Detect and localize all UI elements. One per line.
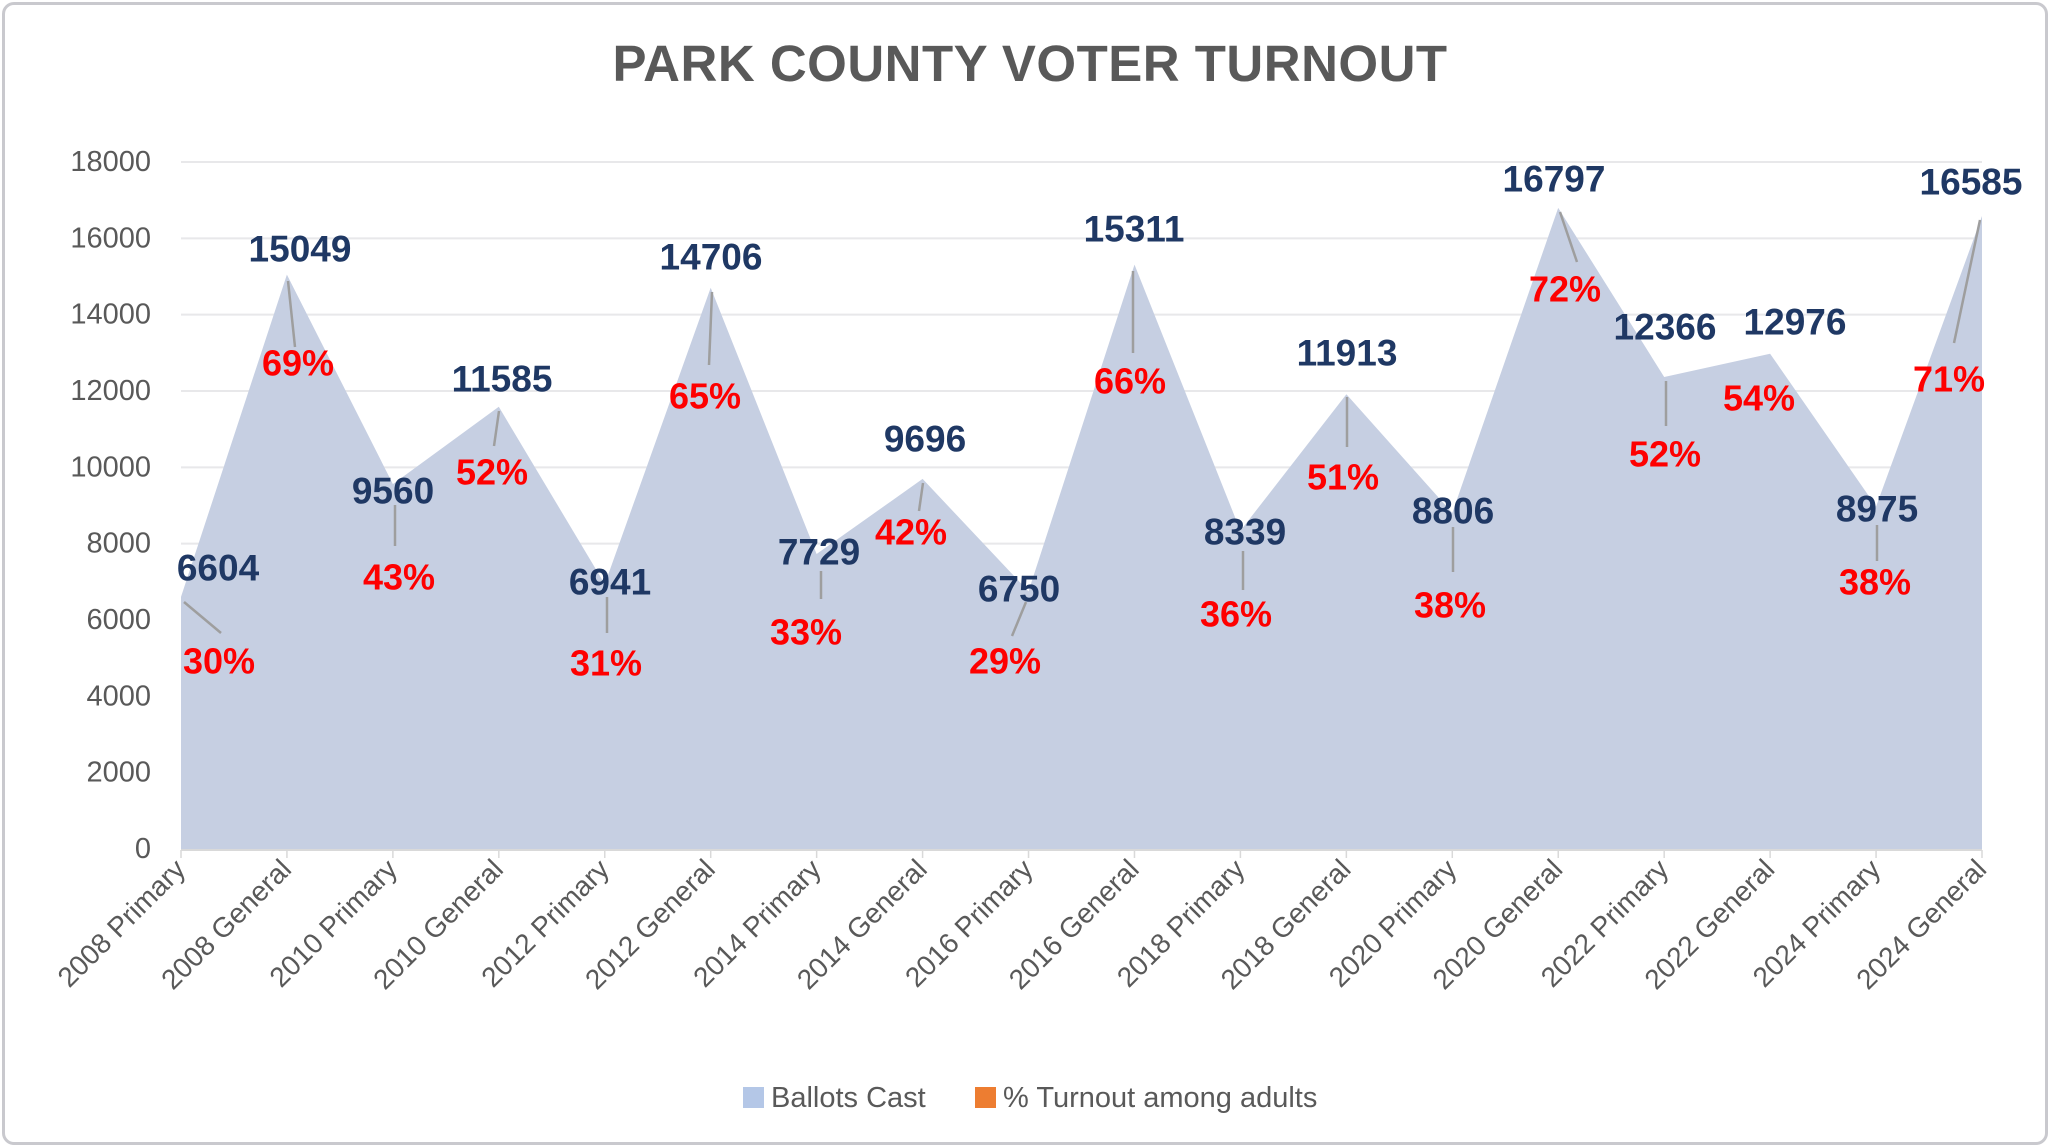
leader-line-2012-general <box>707 291 714 366</box>
voter-turnout-area-chart: 0 2000 4000 6000 8000 10000 12000 14000 16000 180… <box>52 35 2023 1114</box>
value-label-2008-primary: 6604 <box>177 548 260 589</box>
leader-line-2008-primary <box>183 601 222 634</box>
value-label-2024-primary: 8975 <box>1836 489 1918 530</box>
y-tick-label-0: 0 <box>135 833 151 865</box>
value-label-2022-primary: 12366 <box>1614 307 1717 348</box>
y-tick-label-14000: 14000 <box>70 299 151 331</box>
percent-label-2012-general: 65% <box>669 376 741 417</box>
y-tick-label-10000: 10000 <box>70 451 151 483</box>
value-label-2016-general: 15311 <box>1084 209 1185 250</box>
percent-label-2016-primary: 29% <box>969 641 1041 682</box>
y-tick-label-18000: 18000 <box>70 146 151 178</box>
value-label-2010-primary: 9560 <box>352 471 434 512</box>
leader-line-2010-general <box>492 410 501 447</box>
category-axis <box>180 849 1983 858</box>
percent-label-2024-primary: 38% <box>1839 562 1911 603</box>
value-label-2012-primary: 6941 <box>569 562 651 603</box>
percent-label-2014-primary: 33% <box>770 612 842 653</box>
leader-line-2020-general <box>1558 211 1579 263</box>
percent-label-2018-general: 51% <box>1307 457 1379 498</box>
percent-label-2016-general: 66% <box>1094 361 1166 402</box>
value-label-2014-primary: 7729 <box>778 532 860 573</box>
percent-label-2022-general: 54% <box>1723 378 1795 419</box>
ballots-cast-area-shape <box>181 207 1982 849</box>
percent-label-2010-primary: 43% <box>363 557 435 598</box>
percent-label-2008-primary: 30% <box>183 641 255 682</box>
value-label-2010-general: 11585 <box>452 359 553 400</box>
value-label-2024-general: 16585 <box>1920 162 2023 203</box>
value-label-2018-primary: 8339 <box>1204 512 1286 553</box>
y-tick-label-6000: 6000 <box>86 604 151 636</box>
ballots-cast-data-labels: 6604 15049 9560 11585 6941 14706 7729 9696 6750 1… <box>177 159 2023 610</box>
value-label-2018-general: 11913 <box>1297 333 1398 374</box>
y-axis-tick-labels: 0 2000 4000 6000 8000 10000 12000 14000 16000 180… <box>70 146 151 865</box>
leader-line-2016-primary <box>1010 601 1028 637</box>
legend-label-turnout-percent: % Turnout among adults <box>1003 1082 1317 1114</box>
legend-swatch-turnout-percent <box>975 1087 996 1108</box>
value-label-2020-general: 16797 <box>1503 159 1606 200</box>
leader-line-2024-general <box>1952 219 1982 344</box>
percent-label-2024-general: 71% <box>1913 359 1985 400</box>
label-leader-lines <box>183 211 1982 637</box>
leader-line-2008-general <box>286 280 297 348</box>
value-label-2012-general: 14706 <box>660 237 763 278</box>
chart-title: PARK COUNTY VOTER TURNOUT <box>612 35 1447 92</box>
y-tick-label-12000: 12000 <box>70 375 151 407</box>
chart-legend: Ballots Cast % Turnout among adults <box>743 1082 1317 1114</box>
percent-label-2020-primary: 38% <box>1414 585 1486 626</box>
value-label-2014-general: 9696 <box>884 419 966 460</box>
value-label-2020-primary: 8806 <box>1412 491 1494 532</box>
ballots-cast-area-series <box>181 207 1982 849</box>
value-label-2008-general: 15049 <box>249 229 352 270</box>
y-tick-label-2000: 2000 <box>86 757 151 789</box>
percent-label-2010-general: 52% <box>456 452 528 493</box>
turnout-percent-data-labels: 30% 69% 43% 52% 31% 65% 33% 42% 29% 66% 36% 51% 38% 7… <box>183 269 1985 684</box>
legend-swatch-ballots-cast <box>743 1087 764 1108</box>
percent-label-2020-general: 72% <box>1529 269 1601 310</box>
percent-label-2008-general: 69% <box>262 343 334 384</box>
percent-label-2022-primary: 52% <box>1629 434 1701 475</box>
percent-label-2018-primary: 36% <box>1200 594 1272 635</box>
leader-line-2014-general <box>917 482 925 512</box>
percent-label-2014-general: 42% <box>875 512 947 553</box>
y-tick-label-8000: 8000 <box>86 528 151 560</box>
value-label-2022-general: 12976 <box>1744 302 1847 343</box>
y-tick-label-4000: 4000 <box>86 680 151 712</box>
percent-label-2012-primary: 31% <box>570 643 642 684</box>
y-tick-label-16000: 16000 <box>70 222 151 254</box>
legend-label-ballots-cast: Ballots Cast <box>771 1082 926 1114</box>
value-label-2016-primary: 6750 <box>978 569 1060 610</box>
